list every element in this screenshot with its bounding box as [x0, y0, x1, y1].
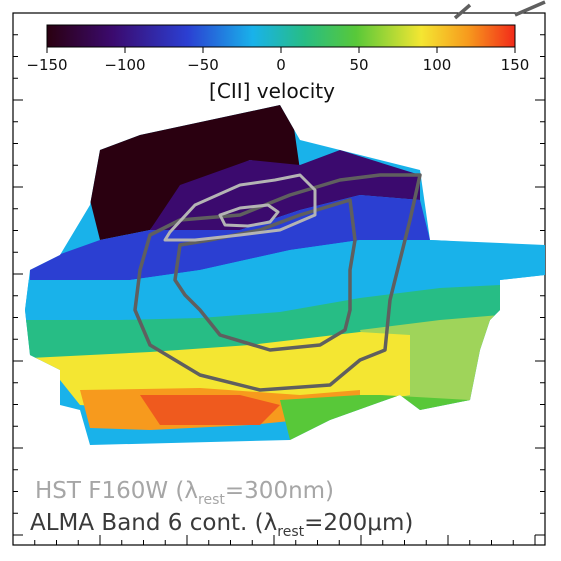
colorbar: −150 −100 −50 0 50 100 150 [CII] velocity [26, 24, 529, 103]
legend-hst: HST F160W (λrest=300nm) [35, 478, 334, 508]
colorbar-tick-label: −50 [187, 56, 219, 74]
hst-contour-outer [163, 173, 317, 242]
legend-hst-lambda: λ [184, 478, 198, 504]
alma-contours [133, 173, 422, 392]
velocity-map [25, 105, 545, 445]
colorbar-tick-label: −100 [104, 56, 145, 74]
colorbar-tick-label: −150 [26, 56, 67, 74]
colorbar-title: [CII] velocity [209, 79, 335, 103]
map-region-lower [280, 395, 470, 440]
map-region-red [140, 395, 280, 425]
alma-contour-outer [133, 173, 422, 392]
map-region-purple [150, 150, 420, 230]
map-region-dark [90, 105, 300, 240]
map-region-cyan [25, 240, 545, 325]
legend-alma-suffix: =200μm) [304, 510, 413, 536]
alma-contour-inner [173, 198, 357, 352]
map-region-teal [25, 285, 500, 360]
hst-contours [163, 173, 317, 242]
colorbar-tick-label: 100 [423, 56, 452, 74]
colorbar-ticks: −150 −100 −50 0 50 100 150 [26, 47, 529, 74]
hst-contour-inner [218, 203, 280, 228]
colorbar-gradient [46, 24, 516, 48]
colorbar-tick-label: 0 [276, 56, 286, 74]
legend-alma-lambda: λ [264, 510, 278, 536]
legend-hst-prefix: HST F160W ( [35, 478, 184, 504]
legend-alma-prefix: ALMA Band 6 cont. ( [30, 510, 264, 536]
legend-alma: ALMA Band 6 cont. (λrest=200μm) [30, 510, 413, 540]
legend-hst-suffix: =300nm) [225, 478, 334, 504]
alma-contour-edge [453, 0, 546, 20]
colorbar-tick-label: 50 [349, 56, 368, 74]
colorbar-tick-label: 150 [501, 56, 530, 74]
legend-hst-sub: rest [198, 492, 225, 508]
legend-alma-sub: rest [277, 524, 304, 540]
